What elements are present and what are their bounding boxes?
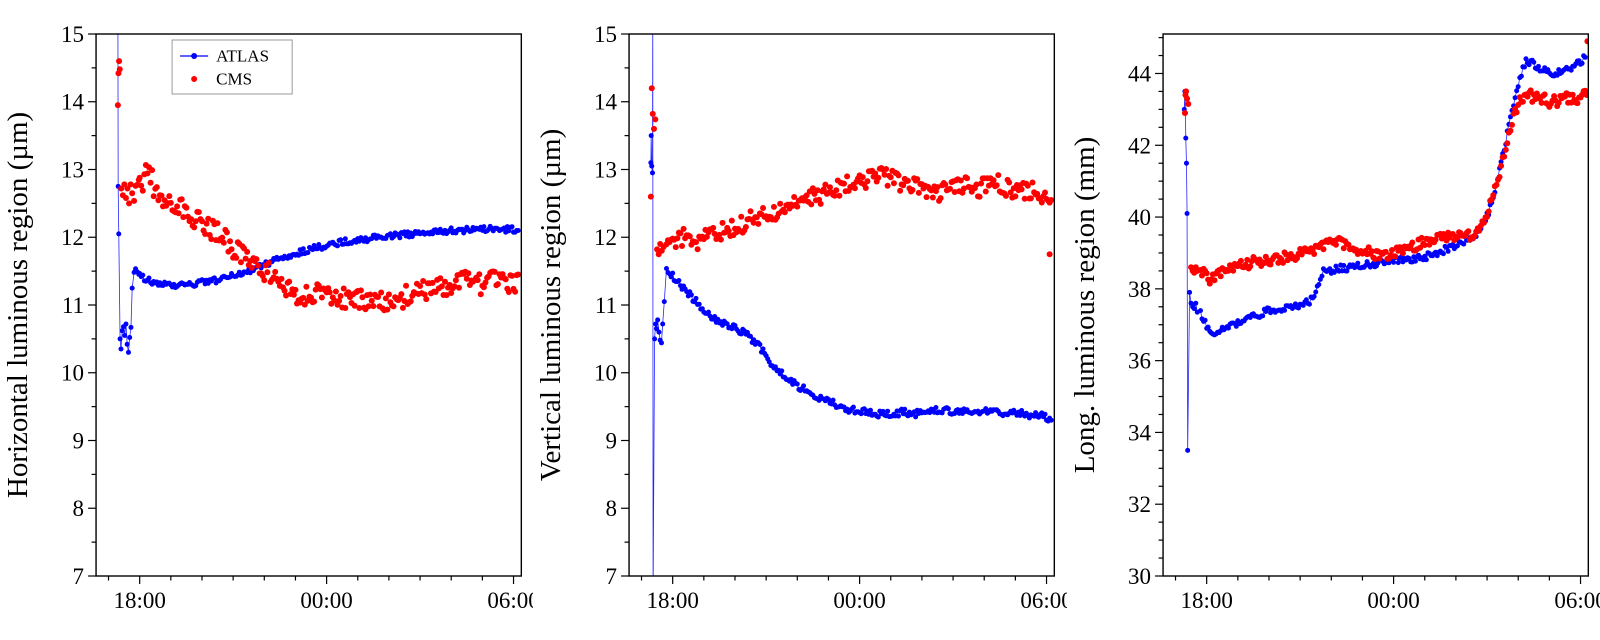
y-tick-label: 13 — [61, 158, 84, 183]
y-tick-label: 15 — [61, 22, 84, 47]
y-tick-label: 9 — [73, 429, 85, 454]
y-tick-label: 15 — [594, 22, 617, 47]
y-tick-label: 12 — [594, 225, 617, 250]
y-tick-label: 34 — [1128, 420, 1152, 445]
cms-series — [1181, 38, 1588, 287]
axes-ticks — [1154, 36, 1581, 584]
x-tick-label: 06:00 — [487, 588, 533, 613]
atlas-series — [648, 34, 1055, 576]
y-tick-label: 14 — [594, 90, 618, 115]
tick-labels: 30 32 34 36 38 40 42 44 18:00 00:00 06:00 — [1128, 61, 1600, 613]
axes-frame — [1162, 33, 1589, 577]
legend-box — [171, 39, 293, 95]
axes-ticks — [88, 33, 515, 584]
tick-labels: 7 8 9 10 11 12 13 14 15 18:00 00:00 06:00 — [594, 22, 1066, 613]
y-tick-label: 7 — [606, 564, 618, 589]
y-tick-label: 10 — [594, 361, 617, 386]
atlas-series — [115, 34, 521, 355]
y-tick-label: 12 — [61, 225, 84, 250]
y-tick-label: 8 — [606, 496, 618, 521]
x-tick-label: 00:00 — [300, 588, 352, 613]
y-tick-label: 44 — [1128, 61, 1152, 86]
x-tick-label: 00:00 — [834, 588, 886, 613]
legend-dot-marker — [191, 53, 198, 59]
y-tick-label: 9 — [606, 429, 618, 454]
axes-ticks — [621, 33, 1048, 584]
legend: ATLAS CMS — [171, 39, 293, 95]
chart-longitudinal-luminous-region: 30 32 34 36 38 40 42 44 18:00 00:00 06:00 Long. lum… — [1066, 0, 1600, 640]
cms-series — [114, 58, 522, 314]
y-tick-label: 7 — [73, 564, 85, 589]
y-tick-label: 32 — [1128, 492, 1151, 517]
y-tick-label: 11 — [595, 293, 617, 318]
y-tick-label: 8 — [73, 496, 85, 521]
legend-dot-marker — [191, 76, 198, 82]
y-tick-label: 13 — [594, 158, 617, 183]
cms-series — [648, 85, 1055, 258]
y-tick-label: 10 — [61, 361, 84, 386]
y-tick-label: 14 — [61, 90, 85, 115]
x-tick-label: 18:00 — [647, 588, 699, 613]
tick-labels: 7 8 9 10 11 12 13 14 15 18:00 00:00 06:00 — [61, 22, 533, 613]
plot-area — [114, 34, 522, 355]
axes-frame — [628, 33, 1056, 577]
x-tick-label: 18:00 — [1180, 588, 1232, 613]
axes-frame — [95, 33, 523, 577]
y-tick-label: 42 — [1128, 133, 1151, 158]
y-axis-label: Long. luminous region (mm) — [1069, 137, 1101, 474]
legend-label: CMS — [216, 70, 252, 89]
x-tick-label: 06:00 — [1021, 588, 1067, 613]
plot-area — [1181, 38, 1588, 453]
y-axis-label: Vertical luminous region (µm) — [535, 129, 567, 481]
y-tick-label: 11 — [62, 293, 84, 318]
x-tick-label: 18:00 — [113, 588, 165, 613]
y-tick-label: 38 — [1128, 277, 1151, 302]
plot-area — [648, 34, 1055, 576]
legend-label: ATLAS — [216, 47, 269, 66]
y-axis-label: Horizontal luminous region (µm) — [2, 112, 34, 498]
chart-vertical-luminous-region: 7 8 9 10 11 12 13 14 15 18:00 00:00 06:00 Vertical l… — [533, 0, 1067, 640]
y-tick-label: 40 — [1128, 205, 1151, 230]
x-tick-label: 06:00 — [1554, 588, 1600, 613]
x-tick-label: 00:00 — [1367, 588, 1419, 613]
chart-horizontal-luminous-region: 7 8 9 10 11 12 13 14 15 18:00 00:00 06:00 Horizontal… — [0, 0, 534, 640]
y-tick-label: 36 — [1128, 349, 1151, 374]
y-tick-label: 30 — [1128, 564, 1151, 589]
